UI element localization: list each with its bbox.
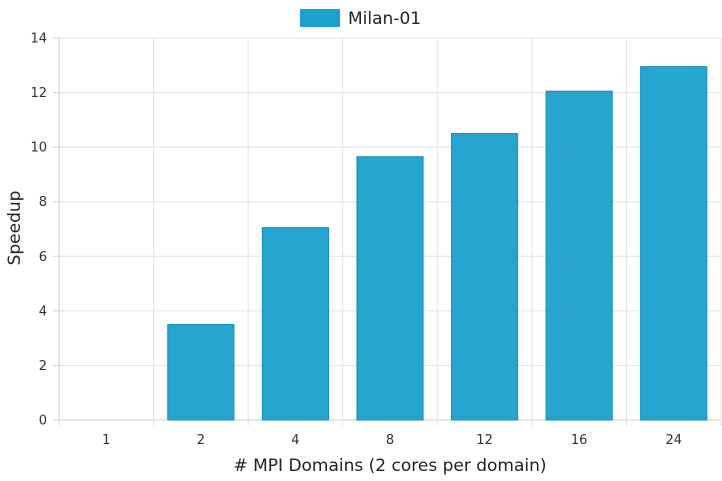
- y-tick-label: 6: [39, 250, 47, 265]
- x-tick-label: 24: [665, 433, 682, 448]
- bar-24: [640, 66, 708, 421]
- bar-4: [261, 227, 330, 421]
- x-axis-title: # MPI Domains (2 cores per domain): [233, 456, 546, 476]
- x-axis-ticks: 1 2 4 8 12 16 24: [102, 433, 682, 448]
- bar-8: [356, 156, 424, 421]
- bar-2: [167, 324, 235, 421]
- y-axis-ticks: 0 2 4 6 8 10 12 14: [30, 32, 59, 429]
- y-tick-label: 12: [30, 86, 47, 101]
- y-tick-label: 2: [39, 359, 47, 374]
- x-tick-label: 4: [291, 433, 299, 448]
- y-axis-title: Speedup: [5, 191, 25, 266]
- y-tick-label: 8: [39, 195, 47, 210]
- y-tick-label: 4: [39, 304, 47, 319]
- legend-label-milan-01: Milan-01: [348, 9, 421, 29]
- x-tick-label: 12: [476, 433, 493, 448]
- y-tick-label: 10: [30, 141, 47, 156]
- legend-swatch-milan-01: [300, 9, 340, 27]
- y-tick-label: 0: [39, 414, 47, 429]
- x-tick-label: 8: [386, 433, 394, 448]
- bars: [167, 66, 708, 421]
- y-tick-label: 14: [30, 32, 47, 47]
- bar-16: [545, 90, 613, 421]
- x-tick-label: 1: [102, 433, 110, 448]
- x-tick-label: 2: [197, 433, 205, 448]
- legend: Milan-01: [300, 9, 421, 29]
- bar-12: [450, 133, 519, 421]
- x-tick-label: 16: [571, 433, 588, 448]
